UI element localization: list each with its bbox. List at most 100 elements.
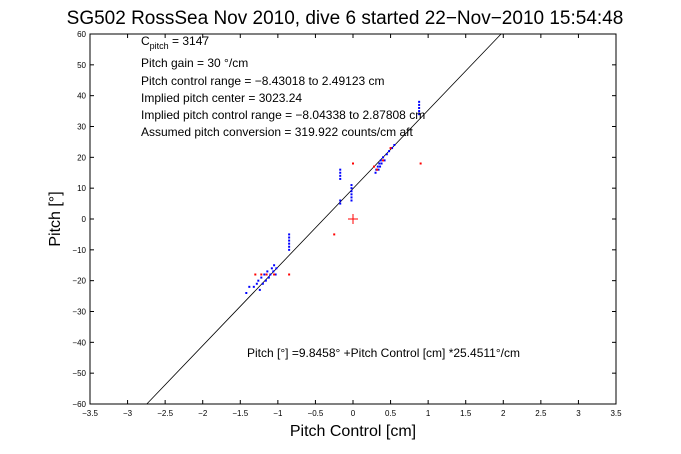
data-point [258,288,261,291]
implied-pitch-control-range-annotation: Implied pitch control range = −8.04338 t… [141,108,425,122]
data-point [383,159,386,162]
x-axis-ticks: −3.5 −3 −2.5 −2 −1.5 −1 −0.5 0 0.5 1 1.5 2 2.5 3 3.5 [82,34,622,418]
x-tick-label: −1.5 [232,409,248,418]
y-tick-label: 20 [77,153,86,162]
data-point [339,202,342,205]
x-tick-label: 3 [576,409,581,418]
fit-equation-label: Pitch [°] =9.8458° +Pitch Control [cm] *… [247,346,520,360]
data-point [257,279,260,282]
data-point [376,168,379,171]
x-tick-label: −3.5 [82,409,98,418]
data-point [273,264,276,267]
data-point [288,233,291,236]
data-point [339,177,342,180]
y-tick-label: 30 [77,123,86,132]
chart-title: SG502 RossSea Nov 2010, dive 6 started 2… [67,8,624,29]
data-points-group [245,100,422,294]
c-pitch-annotation: Cpitch = 3147 [141,34,209,51]
x-tick-label: 1.5 [460,409,472,418]
y-tick-label: 10 [77,184,86,193]
data-point [333,233,336,236]
annotation-block: Cpitch = 3147 Pitch gain = 30 °/cm Pitch… [141,34,425,139]
data-point [264,279,267,282]
data-point [388,150,391,153]
y-tick-label: −50 [72,369,86,378]
data-point [350,190,353,193]
y-tick-label: −40 [72,338,86,347]
data-point [288,236,291,239]
data-point [380,162,383,165]
data-point [339,171,342,174]
data-point [377,168,380,171]
data-point [382,159,385,162]
data-point [418,113,421,116]
x-axis-label: Pitch Control [cm] [290,423,416,440]
data-point [288,273,291,276]
data-point [339,199,342,202]
fit-line [146,33,502,405]
c-pitch-main: C [141,34,150,48]
data-point [274,273,277,276]
data-point [260,276,263,279]
data-point [350,184,353,187]
data-point [379,159,382,162]
data-point [350,196,353,199]
pitch-control-range-annotation: Pitch control range = −8.43018 to 2.4912… [141,74,385,88]
y-tick-label: 40 [77,92,86,101]
data-point [255,282,258,285]
y-axis-ticks: −60 −50 −40 −30 −20 −10 0 10 20 30 40 50 60 [72,30,616,409]
implied-pitch-center-annotation: Implied pitch center = 3023.24 [141,91,302,105]
x-tick-label: 2.5 [535,409,547,418]
center-marker-group [348,214,358,224]
data-point [339,168,342,171]
data-point [270,267,273,270]
data-point [374,171,377,174]
data-point [266,270,269,273]
x-tick-label: 2 [501,409,506,418]
data-point [350,193,353,196]
data-point [245,292,248,294]
y-axis-label: Pitch [°] [47,191,64,246]
y-tick-label: 60 [77,30,86,39]
data-point [385,153,388,156]
data-point [382,156,385,159]
data-point [418,103,421,106]
y-tick-label: 50 [77,61,86,70]
c-pitch-subscript: pitch [150,41,169,51]
data-point [272,270,275,273]
y-tick-label: −20 [72,277,86,286]
data-point [418,107,421,109]
data-point [418,110,421,113]
data-point [269,273,272,276]
data-point [378,162,381,165]
x-tick-label: −2.5 [157,409,173,418]
data-point [254,273,257,276]
x-tick-label: 1 [426,409,431,418]
assumed-pitch-conversion-annotation: Assumed pitch conversion = 319.922 count… [141,125,413,139]
data-point [376,165,379,168]
y-tick-label: −30 [72,308,86,317]
data-point [263,273,266,276]
x-tick-label: −0.5 [308,409,324,418]
data-point [288,239,291,242]
x-tick-label: −1 [273,409,283,418]
x-tick-label: 3.5 [610,409,622,418]
data-point [419,162,422,165]
data-point [350,187,353,190]
data-point [389,147,392,150]
x-tick-label: 0 [351,409,356,418]
data-point [288,248,291,251]
data-point [260,273,263,276]
data-point [352,162,354,165]
x-tick-label: 0.5 [385,409,397,418]
data-point [379,165,382,168]
data-point [275,267,278,270]
pitch-gain-annotation: Pitch gain = 30 °/cm [141,56,248,70]
data-point [418,100,421,103]
x-tick-label: −3 [123,409,133,418]
data-point [339,174,342,177]
c-pitch-value: = 3147 [169,34,210,48]
data-point [273,273,276,276]
data-point [393,144,396,146]
